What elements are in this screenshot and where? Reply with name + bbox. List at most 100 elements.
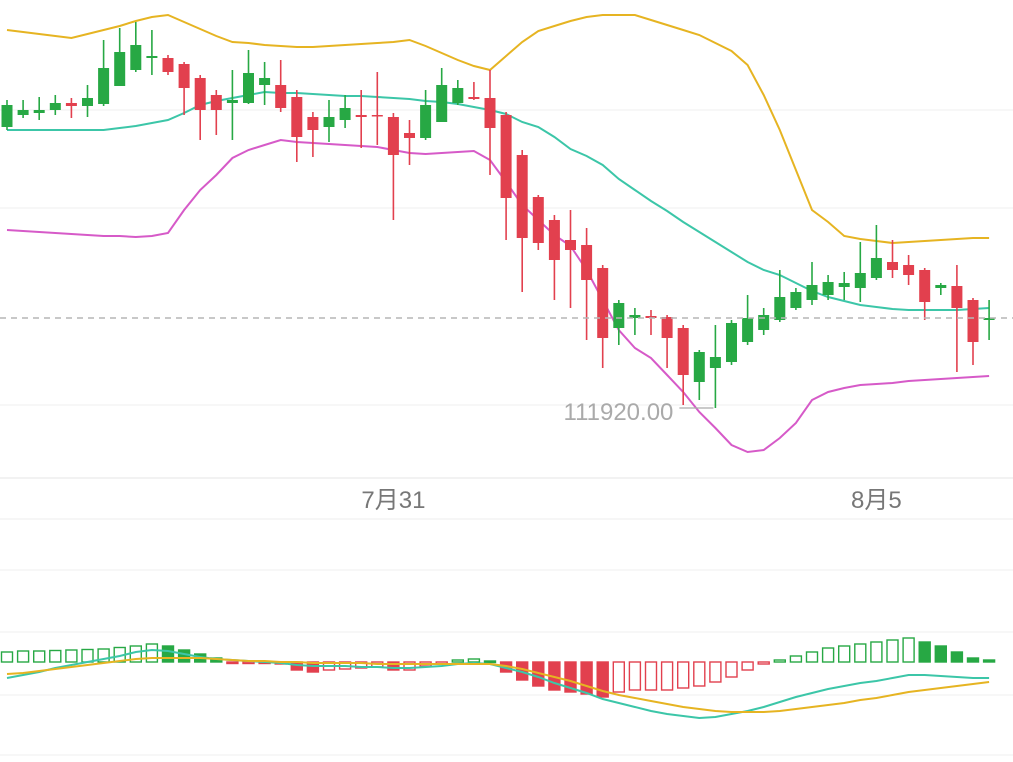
- macd-bar: [81, 648, 94, 663]
- candle-body: [790, 292, 802, 308]
- candle-body: [226, 100, 238, 103]
- candle-body: [146, 56, 158, 58]
- candle-body: [484, 98, 496, 128]
- macd-bar: [886, 639, 899, 663]
- candle-body: [629, 315, 641, 318]
- candle-body: [806, 285, 818, 300]
- candle-body: [870, 258, 882, 278]
- candle-body: [967, 300, 979, 342]
- macd-bar: [773, 659, 786, 663]
- candle-body: [291, 97, 303, 137]
- x-tick-label: 7月31: [361, 487, 425, 514]
- macd-bar: [0, 651, 14, 663]
- candle-body: [532, 197, 544, 243]
- low-annotation: 111920.00: [564, 399, 674, 426]
- candle-body: [307, 117, 319, 130]
- indicator-line: [6, 138, 990, 454]
- candle-body: [548, 220, 560, 260]
- candle-body: [581, 245, 593, 280]
- candle-body: [243, 73, 254, 103]
- candle-body: [774, 297, 786, 320]
- macd-bar: [628, 661, 642, 691]
- macd-bar: [403, 661, 416, 671]
- candle-body: [500, 115, 512, 198]
- macd-bar: [838, 645, 851, 663]
- macd-bar: [966, 657, 980, 663]
- macd-bar: [950, 651, 964, 663]
- candle-body: [693, 352, 705, 382]
- indicator-line: [6, 657, 990, 713]
- macd-bar: [805, 651, 819, 663]
- candle-body: [275, 85, 287, 108]
- macd-bar: [580, 661, 593, 695]
- candle-body: [822, 282, 834, 295]
- candle-body: [49, 103, 61, 110]
- macd-bar: [677, 661, 690, 689]
- macd-bar: [982, 659, 996, 663]
- candle-body: [742, 318, 754, 342]
- macd-bar: [870, 641, 883, 663]
- candle-body: [82, 98, 93, 106]
- macd-bar: [483, 660, 497, 664]
- x-tick-label: 8月5: [851, 487, 902, 514]
- macd-bar: [387, 661, 400, 671]
- candle-body: [355, 115, 367, 117]
- candle-body: [838, 283, 850, 287]
- candle-body: [17, 110, 29, 115]
- candle-body: [114, 52, 126, 86]
- indicator-line: [6, 13, 990, 245]
- macd-bar: [596, 661, 609, 698]
- candle-body: [468, 97, 480, 99]
- candle-body: [162, 58, 174, 72]
- candle-body: [210, 95, 222, 110]
- candle-body: [565, 240, 576, 250]
- macd-bar: [612, 661, 625, 693]
- macd-bar: [709, 661, 722, 683]
- macd-bar: [693, 661, 706, 687]
- candle-body: [420, 105, 432, 138]
- macd-bar: [65, 649, 78, 663]
- candle-body: [130, 45, 142, 70]
- candle-body: [259, 78, 271, 85]
- candle-body: [983, 318, 995, 320]
- macd-bar: [226, 661, 239, 665]
- candle-body: [436, 85, 448, 122]
- candle-body: [726, 323, 737, 362]
- candle-body: [1, 105, 13, 127]
- macd-bar: [564, 661, 577, 693]
- macd-bar: [33, 650, 46, 663]
- macd-bar: [854, 643, 867, 663]
- macd-bar: [145, 643, 159, 663]
- candle-body: [339, 108, 351, 120]
- macd-bar: [467, 658, 481, 663]
- macd-bar: [789, 655, 803, 663]
- macd-bar: [177, 649, 191, 663]
- candle-body: [661, 317, 673, 338]
- candle-body: [951, 286, 963, 308]
- candle-body: [404, 133, 415, 138]
- candle-body: [919, 270, 931, 302]
- macd-bar: [918, 641, 931, 663]
- macd-bar: [49, 649, 62, 663]
- candle-body: [854, 273, 866, 288]
- candle-body: [597, 268, 609, 338]
- candle-body: [935, 285, 947, 288]
- candle-body: [709, 357, 721, 368]
- candle-body: [613, 303, 625, 328]
- macd-bar: [821, 647, 835, 663]
- candle-body: [903, 265, 915, 275]
- candle-body: [758, 315, 770, 330]
- candle-body: [98, 68, 110, 104]
- candle-body: [371, 115, 383, 117]
- candle-body: [178, 64, 190, 88]
- candle-body: [387, 117, 399, 155]
- macd-bar: [741, 661, 754, 671]
- candle-body: [194, 78, 206, 110]
- candle-body: [677, 328, 689, 375]
- macd-bar: [757, 661, 770, 665]
- macd-bar: [902, 637, 915, 663]
- indicator-line: [7, 90, 990, 311]
- macd-bar: [725, 661, 738, 678]
- macd-bar: [451, 659, 464, 663]
